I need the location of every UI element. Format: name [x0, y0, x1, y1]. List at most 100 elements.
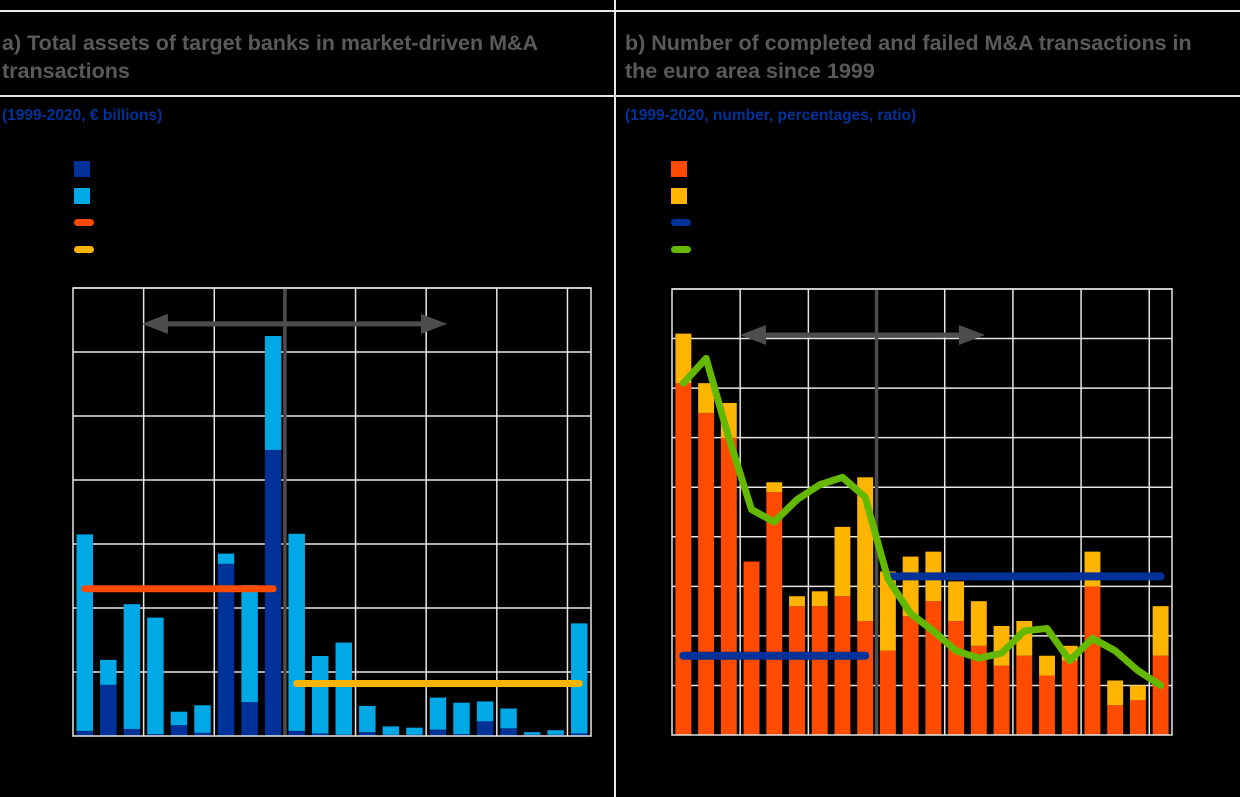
bar-segment-stack-dark-blue-2001 [123, 728, 141, 736]
bar-segment-stack-orange-2002 [743, 561, 760, 735]
bar-segment-stack-yellow-2000 [698, 383, 715, 413]
bar-segment-stack-light-blue-2015 [453, 702, 470, 735]
bar-segment-stack-orange-2011 [948, 621, 965, 735]
bar-segment-stack-light-blue-2020 [570, 623, 588, 734]
bar-segment-stack-orange-2012 [970, 645, 987, 735]
bar-segment-stack-yellow-2005 [811, 591, 828, 607]
panel-b-title: b) Number of completed and failed M&A tr… [625, 31, 1192, 83]
bar-segment-stack-orange-2005 [811, 606, 828, 735]
bar-segment-stack-dark-blue-2017 [500, 728, 517, 736]
bar-segment-stack-dark-blue-2000 [100, 684, 117, 736]
bar-segment-stack-light-blue-2019 [547, 730, 564, 735]
bar-segment-stack-yellow-2003 [766, 482, 783, 493]
panel-a-legend [74, 155, 94, 263]
arrowhead-left-icon [141, 313, 168, 334]
arrowhead-left-icon [740, 324, 766, 345]
legend-swatch-orange-square [671, 160, 687, 177]
bar-segment-stack-light-blue-2007 [264, 336, 282, 450]
bar-segment-stack-orange-2009 [902, 616, 919, 735]
panel-a-subtitle: (1999-2020, € billions) [2, 107, 163, 124]
legend-item-light_blue [74, 182, 94, 209]
plot-border [671, 288, 1173, 736]
panel-b-chart [671, 288, 1173, 736]
legend-item-green [671, 236, 691, 263]
bar-segment-stack-dark-blue-2015 [453, 734, 470, 736]
bar-segment-stack-light-blue-2000 [100, 659, 117, 685]
panel-b: b) Number of completed and failed M&A tr… [616, 0, 1240, 797]
bar-segment-stack-light-blue-2014 [429, 697, 447, 730]
bar-segment-stack-orange-2010 [925, 601, 942, 735]
bar-segment-stack-dark-blue-2009 [311, 733, 329, 736]
bar-segment-stack-orange-2020 [1152, 655, 1169, 735]
bar-segment-stack-light-blue-2018 [523, 732, 541, 735]
bar-segment-stack-dark-blue-2004 [194, 732, 211, 736]
bar-segment-stack-light-blue-2017 [500, 708, 517, 729]
period-double-arrow [141, 313, 447, 334]
bar-segment-stack-orange-2006 [834, 596, 851, 735]
bar-segment-stack-orange-2004 [789, 606, 805, 735]
legend-swatch-yellow-line [74, 246, 94, 253]
period-double-arrow [740, 324, 985, 345]
bar-segment-stack-orange-2000 [698, 412, 715, 735]
bar-segment-stack-light-blue-2008 [288, 533, 305, 731]
legend-swatch-green-line [671, 246, 691, 253]
bar-segment-stack-dark-blue-2020 [570, 733, 588, 736]
legend-swatch-yellow-square [671, 187, 687, 204]
panel-separator-line [614, 0, 616, 797]
bar-segment-stack-dark-blue-2003 [170, 725, 188, 736]
bar-segment-stack-dark-blue-2005 [217, 563, 235, 736]
panel-b-legend [671, 155, 691, 263]
legend-item-yellow [671, 182, 691, 209]
bar-segment-stack-light-blue-2006 [241, 584, 258, 703]
bar-segment-stack-orange-2017 [1084, 586, 1101, 735]
bar-segment-stack-yellow-2011 [948, 581, 965, 622]
legend-item-dark_blue [671, 209, 691, 236]
plot-border [72, 287, 592, 737]
legend-swatch-dark_blue-line [671, 219, 691, 226]
bar-segment-stack-orange-2003 [766, 492, 783, 735]
bar-segment-stack-dark-blue-1999 [76, 730, 94, 736]
bar-segment-stack-light-blue-2009 [311, 656, 329, 734]
bar-segment-stack-light-blue-2011 [359, 705, 376, 733]
bar-segment-stack-light-blue-2013 [406, 727, 423, 735]
bar-segment-stack-yellow-2019 [1129, 685, 1146, 701]
bar-segment-stack-yellow-2012 [970, 601, 987, 646]
bars-layer [675, 333, 1169, 735]
legend-swatch-orange-line [74, 219, 94, 226]
bar-segment-stack-orange-1999 [675, 383, 692, 735]
bar-segment-stack-yellow-2006 [834, 526, 851, 597]
bar-segment-stack-light-blue-2002 [147, 617, 164, 735]
panel-a-title: a) Total assets of target banks in marke… [2, 31, 538, 83]
bar-segment-stack-light-blue-2016 [476, 701, 494, 722]
bars-layer [76, 336, 588, 736]
bar-segment-stack-dark-blue-2002 [147, 734, 164, 736]
bar-segment-stack-orange-2008 [879, 650, 896, 735]
legend-item-orange [671, 155, 691, 182]
bar-segment-stack-dark-blue-2007 [264, 449, 282, 736]
bar-segment-stack-light-blue-2001 [123, 604, 141, 729]
bar-segment-stack-orange-2007 [857, 621, 874, 735]
gridlines-layer [672, 288, 1172, 735]
legend-swatch-light_blue-square [74, 187, 90, 204]
bar-segment-stack-yellow-1999 [675, 333, 692, 384]
bar-segment-stack-light-blue-1999 [76, 534, 94, 731]
bar-segment-stack-orange-2016 [1061, 660, 1078, 735]
bar-segment-stack-light-blue-2004 [194, 705, 211, 733]
bar-segment-stack-yellow-2018 [1107, 680, 1124, 706]
arrowhead-right-icon [959, 324, 985, 345]
bar-segment-stack-orange-2001 [720, 437, 737, 735]
title-separator-line [0, 95, 1240, 97]
bar-segment-stack-orange-2015 [1039, 675, 1055, 735]
bar-segment-stack-yellow-2015 [1039, 655, 1055, 676]
panel-a-chart [72, 287, 592, 737]
bar-segment-stack-orange-2018 [1107, 705, 1124, 735]
bar-segment-stack-orange-2014 [1016, 655, 1033, 735]
legend-swatch-dark_blue-square [74, 160, 90, 177]
legend-item-orange [74, 209, 94, 236]
arrowhead-right-icon [420, 313, 447, 334]
bar-segment-stack-light-blue-2010 [335, 642, 353, 735]
ratio-line-green [679, 354, 1165, 689]
bar-segment-stack-dark-blue-2006 [241, 702, 258, 736]
bar-segment-stack-light-blue-2012 [382, 726, 400, 735]
